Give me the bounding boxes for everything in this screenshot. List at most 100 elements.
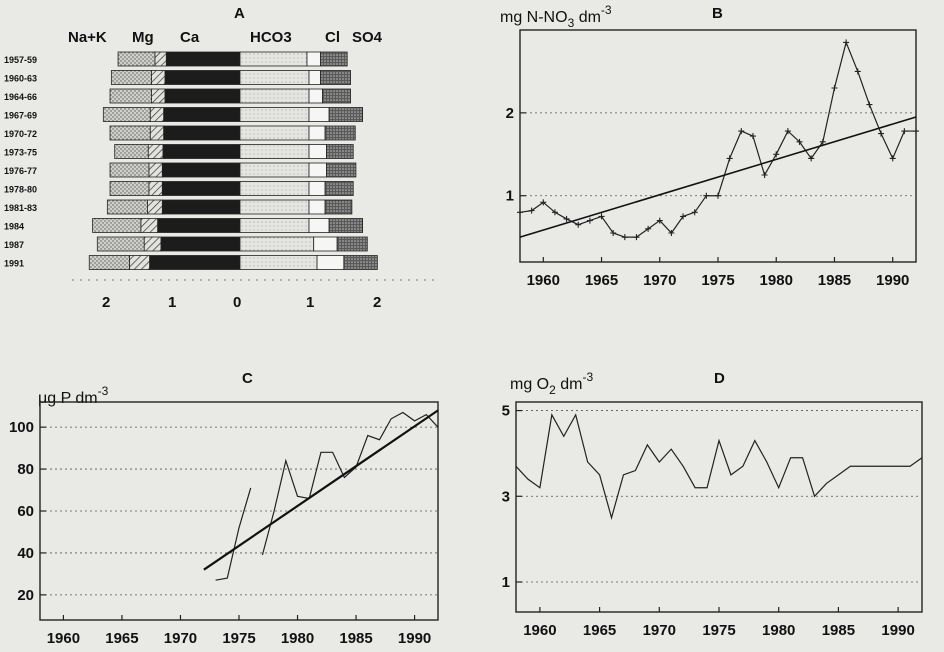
data-point [715, 192, 721, 199]
panel-a-bar-so4 [326, 162, 357, 178]
panel-a-bar-so4 [328, 218, 364, 233]
panel-a-bar-so4 [324, 199, 353, 215]
panel-b-ylabel: mg N-NO3 dm-3 [500, 3, 612, 30]
data-point [738, 128, 745, 135]
x-tick-label: 1970 [164, 630, 197, 647]
y-tick-label: 100 [9, 419, 34, 436]
panel-a-bar-hco3 [239, 107, 310, 122]
x-tick-label: 1985 [339, 630, 372, 647]
panel-a-bar-so4 [324, 125, 356, 141]
data-point [540, 199, 547, 206]
panel-a-cation-header: Mg [132, 29, 154, 46]
panel-a-bar-nak [88, 255, 130, 270]
data-point [633, 234, 640, 241]
panel-a-row-label: 1964-66 [4, 92, 37, 102]
panel-a-bar-ca [161, 162, 241, 178]
panel-a-letter: A [234, 5, 245, 22]
panel-a-bar-ca [160, 236, 241, 252]
plot-frame [519, 29, 917, 263]
panel-a-row-label: 1976-77 [4, 166, 37, 176]
x-tick-label: 1960 [527, 272, 560, 289]
panel-a-bar-cl [306, 51, 321, 67]
panel-a-bar-hco3 [239, 88, 310, 104]
data-point [517, 209, 523, 216]
plot-frame [515, 401, 923, 613]
y-tick-label: 1 [502, 574, 510, 591]
y-tick-label: 40 [17, 545, 34, 562]
panel-a-bar-hco3 [239, 218, 310, 233]
panel-b-letter: B [712, 5, 723, 22]
panel-a-bar-mg [149, 125, 165, 141]
data-point [831, 85, 838, 91]
panel-a-bar-hco3 [239, 181, 310, 196]
data-point [656, 217, 663, 224]
x-tick-label: 1970 [643, 272, 676, 289]
x-tick-label: 1960 [47, 630, 80, 647]
panel-a-anion-header: SO4 [352, 29, 383, 46]
data-point [784, 128, 791, 135]
panel-a-bar-ca [149, 255, 241, 270]
panel-a-row-label: 1973-75 [4, 148, 37, 158]
panel-a-bar-ca [157, 218, 241, 233]
data-point [808, 155, 815, 162]
panel-c-plot: 20 40 60 80 100 1960 1965 1970 1975 1980 1985 1990 [9, 401, 439, 647]
panel-a-bar-cl [308, 88, 323, 104]
panel-a-cation-header: Ca [180, 29, 200, 46]
data-point [575, 221, 582, 228]
data-point [703, 192, 710, 199]
panel-a-bar-so4 [319, 70, 351, 85]
panel-a-bar-ca [161, 181, 241, 196]
panel-a-bar-so4 [326, 144, 354, 159]
panel-a-bar-cl [308, 199, 326, 215]
panel-a-bar-so4 [322, 88, 351, 104]
panel-d-ylabel: mg O2 dm-3 [510, 370, 593, 397]
panel-d-plot: 1 3 5 1960 1965 1970 1975 1980 1985 1990 [502, 401, 923, 639]
data-point [761, 172, 768, 178]
panel-a-bar-nak [117, 51, 156, 67]
panel-a-bars: 1957-59 1960-63 1964-66 1967-69 1970-72 1973-… [4, 51, 378, 270]
data-point [528, 207, 535, 214]
panel-a-bar-hco3 [239, 236, 315, 252]
panel-a-bar-ca [165, 51, 241, 67]
y-tick-label: 2 [506, 105, 514, 122]
panel-a-cation-header: Na+K [68, 29, 107, 46]
panel-a-row-label: 1978-80 [4, 185, 37, 195]
x-tick-label: 1980 [281, 630, 314, 647]
panel-a-bar-nak [96, 236, 145, 252]
y-tick-label: 60 [17, 503, 34, 520]
panel-a-bar-mg [151, 70, 166, 85]
data-point [889, 155, 896, 162]
panel-a-anion-header: HCO3 [250, 29, 292, 46]
x-tick-label: 1975 [701, 272, 734, 289]
panel-a-row-label: 1991 [4, 259, 24, 269]
panel-a-bar-ca [162, 144, 241, 159]
y-tick-label: 80 [17, 461, 34, 478]
panel-b-nitrate-chart: B mg N-NO3 dm-3 1 2 1960 1965 1970 1975 1980 19… [500, 3, 919, 289]
panel-a-row-label: 1984 [4, 222, 24, 232]
panel-a-bar-nak [110, 70, 152, 85]
trend-line [203, 409, 439, 571]
data-point [843, 39, 850, 46]
panel-a-bar-hco3 [239, 162, 310, 178]
panel-a-bar-mg [151, 88, 166, 104]
series-line [515, 413, 923, 520]
x-tick-label: 1975 [222, 630, 255, 647]
panel-a-bar-hco3 [239, 70, 310, 85]
plot-frame [39, 401, 439, 621]
panel-a-bar-hco3 [239, 199, 310, 215]
panel-a-bar-so4 [319, 51, 348, 67]
panel-a-bar-hco3 [239, 144, 310, 159]
x-tick-label: 1975 [702, 622, 735, 639]
panel-a-bar-cl [308, 107, 330, 122]
panel-d-oxygen-chart: D mg O2 dm-3 1 3 5 1960 1965 1970 1975 1980 1985… [502, 370, 923, 639]
panel-a-bar-cl [308, 218, 330, 233]
panel-a-bar-cl [308, 162, 327, 178]
panel-a-bar-so4 [328, 107, 364, 122]
data-point [749, 133, 756, 140]
panel-a-bar-cl [308, 125, 326, 141]
x-tick-label: 1970 [643, 622, 676, 639]
y-tick-label: 1 [506, 188, 514, 205]
panel-a-bar-ca [161, 199, 241, 215]
y-tick-label: 5 [502, 403, 510, 420]
panel-a-bar-ca [164, 70, 241, 85]
